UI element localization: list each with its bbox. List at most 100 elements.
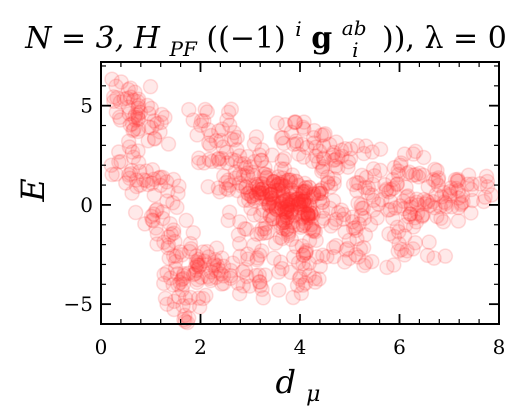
data-point	[143, 208, 160, 225]
data-point	[160, 229, 177, 245]
data-point	[130, 121, 147, 137]
data-point	[303, 216, 320, 233]
data-point	[348, 174, 365, 191]
data-point	[349, 183, 365, 199]
data-point	[295, 119, 311, 136]
data-point	[300, 206, 316, 222]
data-point	[120, 99, 137, 115]
data-point	[132, 104, 149, 121]
data-point	[438, 199, 454, 215]
data-point	[175, 270, 191, 287]
data-point	[301, 197, 318, 214]
data-point	[218, 180, 235, 197]
data-point	[242, 183, 258, 200]
data-point	[282, 172, 299, 188]
data-point	[396, 247, 413, 263]
data-point	[450, 199, 467, 216]
data-point	[314, 203, 331, 219]
data-point	[255, 290, 272, 306]
data-point	[156, 275, 172, 292]
data-point	[443, 199, 460, 215]
data-point	[365, 192, 382, 209]
data-point	[230, 227, 247, 243]
data-point	[238, 179, 254, 195]
data-point	[246, 153, 263, 170]
data-point	[278, 203, 295, 220]
data-point	[197, 101, 213, 118]
data-point	[348, 222, 364, 239]
data-point	[315, 247, 331, 264]
data-point	[143, 120, 160, 136]
data-point	[315, 150, 332, 166]
data-point	[267, 235, 284, 251]
data-point	[433, 189, 450, 205]
data-point	[449, 173, 465, 189]
data-point	[203, 264, 220, 280]
data-point	[301, 232, 318, 249]
data-point	[323, 218, 339, 234]
data-point	[189, 271, 206, 288]
data-point	[353, 197, 370, 213]
data-point	[210, 180, 227, 196]
data-point	[379, 259, 395, 276]
data-point	[190, 251, 207, 268]
data-point	[292, 269, 309, 285]
data-point	[407, 166, 424, 183]
data-point	[251, 274, 268, 290]
data-point	[333, 202, 350, 218]
data-point	[226, 124, 242, 141]
data-point	[227, 170, 244, 186]
data-point	[191, 259, 207, 275]
data-point	[141, 119, 157, 135]
data-point	[333, 142, 350, 159]
data-point	[277, 204, 293, 221]
data-point	[464, 192, 481, 209]
data-point	[328, 158, 344, 174]
data-point	[256, 225, 273, 241]
data-point	[315, 138, 332, 154]
data-point	[148, 220, 164, 236]
data-point	[165, 222, 182, 238]
data-point	[450, 182, 467, 199]
data-point	[172, 244, 189, 260]
data-point	[385, 210, 401, 227]
data-point	[292, 219, 309, 236]
data-point	[246, 136, 263, 152]
data-point	[297, 180, 314, 196]
data-point	[214, 150, 230, 167]
data-point	[289, 196, 306, 213]
title-sup-i: i	[295, 17, 301, 41]
data-point	[278, 192, 294, 209]
data-point	[222, 270, 239, 287]
data-point	[295, 277, 311, 293]
data-point	[226, 132, 243, 148]
data-point	[257, 220, 273, 237]
data-point	[335, 211, 352, 227]
data-point	[408, 214, 425, 230]
data-point	[407, 210, 423, 226]
data-point	[120, 133, 137, 150]
data-point	[403, 199, 420, 215]
data-point	[299, 139, 315, 156]
data-point	[213, 132, 229, 149]
data-point	[221, 204, 238, 221]
data-point	[246, 193, 263, 209]
data-point	[276, 200, 293, 217]
data-point	[152, 169, 169, 185]
data-point	[314, 194, 331, 211]
data-point	[277, 214, 293, 230]
data-point	[304, 208, 321, 225]
data-point	[265, 173, 282, 190]
data-point	[385, 171, 401, 188]
data-point	[307, 274, 323, 290]
data-point	[326, 171, 342, 187]
data-point	[122, 117, 138, 133]
data-point	[306, 186, 322, 203]
data-point	[162, 215, 178, 232]
data-point	[159, 296, 175, 312]
data-point	[308, 232, 324, 249]
data-point	[111, 109, 128, 126]
data-point	[405, 241, 421, 257]
data-point	[427, 200, 443, 216]
data-point	[284, 193, 301, 210]
